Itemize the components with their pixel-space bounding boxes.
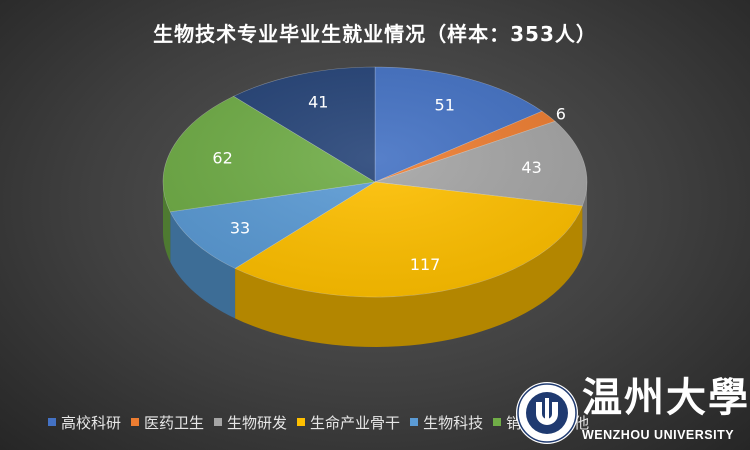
pie-data-labels: 51 6 43 117 33 62 41: [212, 92, 566, 274]
legend-item-4: 生物科技: [410, 412, 483, 433]
legend-swatch: [214, 418, 223, 426]
data-label-6: 41: [308, 92, 328, 111]
university-seal-icon: [516, 382, 578, 444]
university-logo: 温州大學 WENZHOU UNIVERSITY: [512, 374, 750, 450]
data-label-4: 33: [230, 219, 250, 238]
legend-label: 生物研发: [227, 413, 288, 432]
data-label-2: 43: [521, 158, 541, 177]
legend-item-2: 生物研发: [214, 412, 287, 433]
data-label-1: 6: [556, 105, 566, 124]
legend-swatch: [493, 418, 502, 426]
data-label-3: 117: [410, 255, 441, 274]
university-name-en: WENZHOU UNIVERSITY: [582, 428, 735, 442]
legend-label: 生命产业骨干: [310, 413, 401, 432]
legend-label: 医药卫生: [144, 413, 205, 432]
legend-swatch: [410, 418, 419, 426]
legend-item-0: 高校科研: [48, 412, 121, 433]
data-label-5: 62: [212, 148, 232, 167]
data-label-0: 51: [435, 96, 455, 115]
legend-swatch: [48, 418, 56, 426]
legend-item-1: 医药卫生: [131, 412, 204, 433]
pie-side-3: [235, 205, 583, 347]
pie-top-faces: [162, 66, 588, 298]
legend-label: 高校科研: [61, 413, 122, 432]
legend-swatch: [131, 418, 140, 426]
legend-swatch: [297, 418, 306, 426]
legend-label: 生物科技: [423, 413, 484, 432]
university-name-cn: 温州大學: [582, 374, 750, 421]
chart-title: 生物技术专业毕业生就业情况（样本：353人）: [153, 22, 597, 46]
legend-item-3: 生命产业骨干: [297, 412, 400, 433]
